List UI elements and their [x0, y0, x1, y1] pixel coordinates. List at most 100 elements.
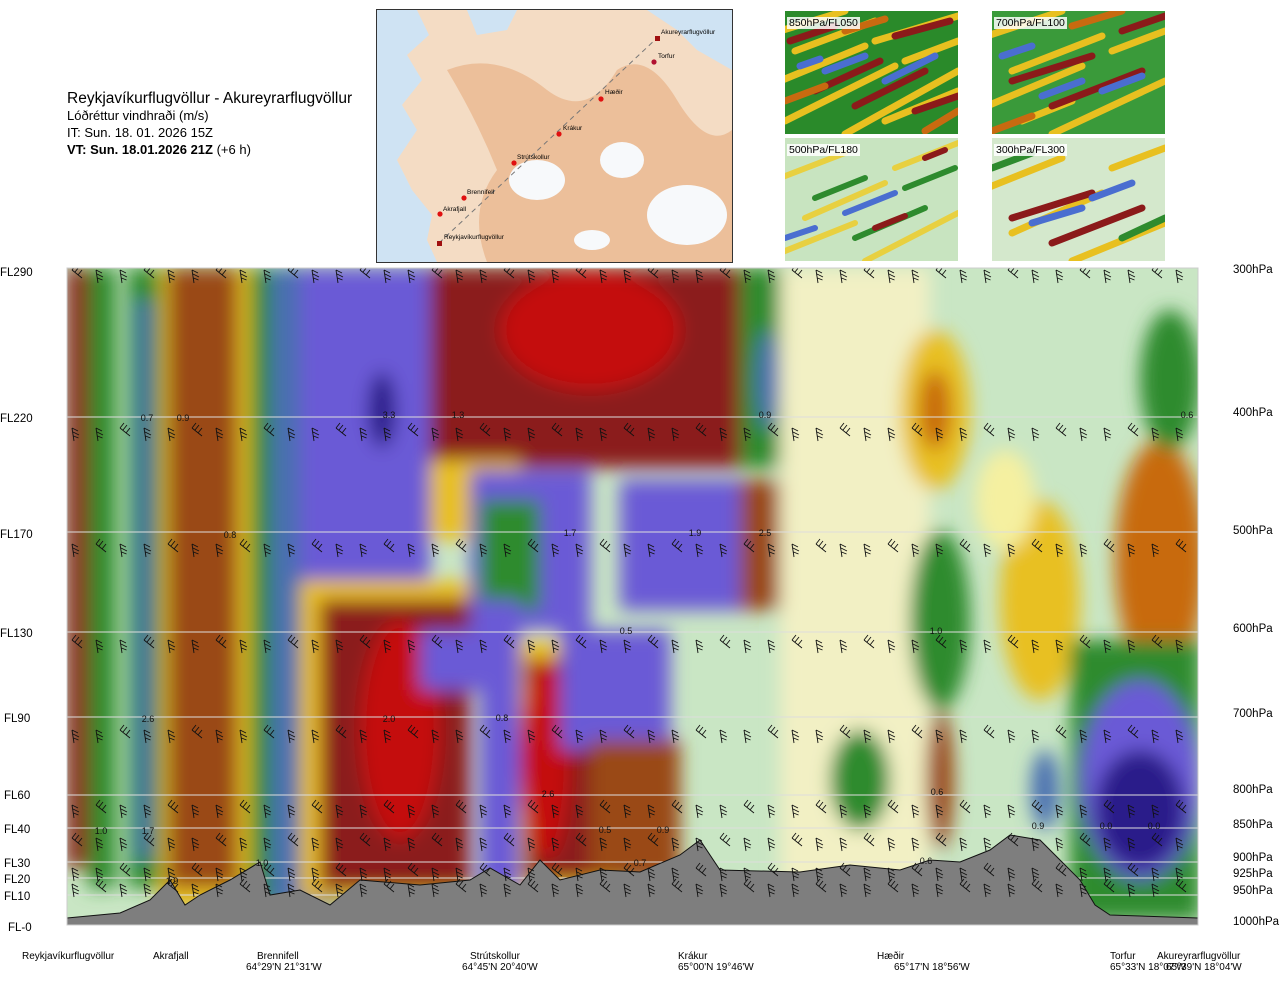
mini-map-label: 850hPa/FL050 — [787, 17, 860, 29]
value-label: 0.9 — [177, 413, 190, 423]
wind-barb — [791, 883, 800, 898]
wind-barb — [143, 804, 152, 819]
wind-barb — [383, 269, 392, 284]
wind-barb — [1031, 639, 1040, 654]
right-axis-tick: 925hPa — [1233, 868, 1273, 880]
wind-barb — [431, 883, 440, 898]
left-axis-tick: FL90 — [4, 713, 30, 725]
wind-barb — [671, 639, 680, 654]
wind-barb — [263, 269, 272, 284]
wind-barb — [959, 269, 968, 284]
wind-barb — [1007, 543, 1016, 558]
wind-barb — [1103, 538, 1115, 553]
right-axis-tick: 850hPa — [1233, 819, 1273, 831]
wind-barb — [815, 427, 824, 442]
wind-barb — [407, 724, 419, 739]
wind-barb — [479, 883, 488, 898]
wind-barb — [263, 724, 275, 739]
wind-barb — [479, 422, 491, 437]
mini-map-label: 700hPa/FL100 — [994, 17, 1067, 29]
wind-barb — [479, 837, 488, 852]
wind-barb — [1031, 837, 1040, 852]
wind-barb — [719, 832, 731, 847]
wind-barb — [983, 639, 992, 654]
wind-barb — [407, 862, 419, 877]
mini-map-500: 500hPa/FL180 — [785, 138, 958, 261]
wind-barb — [527, 729, 536, 744]
wind-barb — [791, 804, 800, 819]
wind-barb — [455, 639, 464, 654]
wind-barb — [1031, 867, 1040, 882]
value-label: 1.9 — [689, 528, 702, 538]
wind-barb — [1031, 799, 1043, 814]
station-label: Reykjavíkurflugvöllur — [22, 951, 114, 962]
wind-barb — [935, 804, 944, 819]
station-name: Hæðir — [877, 951, 905, 962]
value-labels: 0.7 0.9 3.3 1.3 0.9 0.6 0.8 1.7 1.9 2.5 0.5 1.0 2.6 2… — [95, 410, 1194, 886]
wind-barb — [383, 538, 395, 553]
wind-barb — [839, 724, 851, 739]
wind-barb — [767, 724, 779, 739]
wind-barb — [1055, 883, 1064, 898]
wind-barb — [503, 883, 512, 898]
wind-barb — [959, 878, 971, 893]
wind-barb — [191, 862, 203, 877]
wind-barb — [287, 867, 296, 882]
wind-barb — [551, 543, 560, 558]
wind-barb — [263, 639, 272, 654]
wind-barb — [935, 729, 944, 744]
wind-barb — [1103, 729, 1112, 744]
wind-barb — [959, 729, 968, 744]
value-label: 1.7 — [142, 826, 155, 836]
wind-barb — [359, 634, 371, 649]
value-label: 0.9 — [657, 825, 670, 835]
wind-barb — [743, 878, 755, 893]
wind-barb — [1127, 639, 1136, 654]
wind-barb — [839, 543, 848, 558]
wind-barb — [263, 862, 275, 877]
wind-barb — [527, 269, 536, 284]
wind-barb — [335, 269, 344, 284]
value-label: 0.6 — [920, 856, 933, 866]
wind-barb — [863, 427, 872, 442]
wind-barb — [383, 837, 392, 852]
value-label: 0.6 — [931, 787, 944, 797]
wind-barb — [887, 799, 899, 814]
wind-barb — [863, 883, 872, 898]
value-label: 0.0 — [1148, 821, 1161, 831]
left-axis-tick: FL10 — [4, 891, 30, 903]
wind-barb — [1079, 804, 1088, 819]
wind-barb — [1175, 729, 1184, 744]
wind-barb — [551, 269, 560, 284]
wind-barb — [359, 268, 371, 279]
wind-barb — [1103, 639, 1112, 654]
wind-barb — [119, 269, 128, 284]
wind-barb — [527, 837, 536, 852]
wind-barb — [887, 538, 899, 553]
wind-barb — [527, 867, 536, 882]
wind-barb — [287, 634, 299, 649]
wind-barb — [311, 867, 320, 882]
route-map: Akureyrarflugvöllur Torfur Hæðir Krákur … — [376, 9, 733, 263]
wind-barb — [743, 729, 752, 744]
wind-barb — [647, 729, 656, 744]
wind-barb — [767, 422, 779, 437]
wind-barb — [935, 543, 944, 558]
station-name: Akrafjall — [153, 951, 189, 962]
wind-barb — [935, 268, 947, 279]
wind-barb — [119, 639, 128, 654]
wind-barb — [335, 639, 344, 654]
wind-barb — [623, 724, 635, 739]
wind-barb — [839, 883, 848, 898]
cross-section-chart: 0.7 0.9 3.3 1.3 0.9 0.6 0.8 1.7 1.9 2.5 0.5 1.0 2.6 2… — [0, 264, 1280, 934]
wind-barb — [743, 867, 752, 882]
wind-barb — [815, 269, 824, 284]
wind-barb — [791, 867, 800, 882]
wind-barb — [1031, 427, 1040, 442]
value-label: 3.3 — [383, 410, 396, 420]
mini-map-texture — [992, 11, 1165, 134]
wind-barb — [479, 543, 488, 558]
wind-barb — [935, 883, 944, 898]
wind-barb — [527, 427, 536, 442]
waypoint-label: Krákur — [563, 125, 583, 132]
